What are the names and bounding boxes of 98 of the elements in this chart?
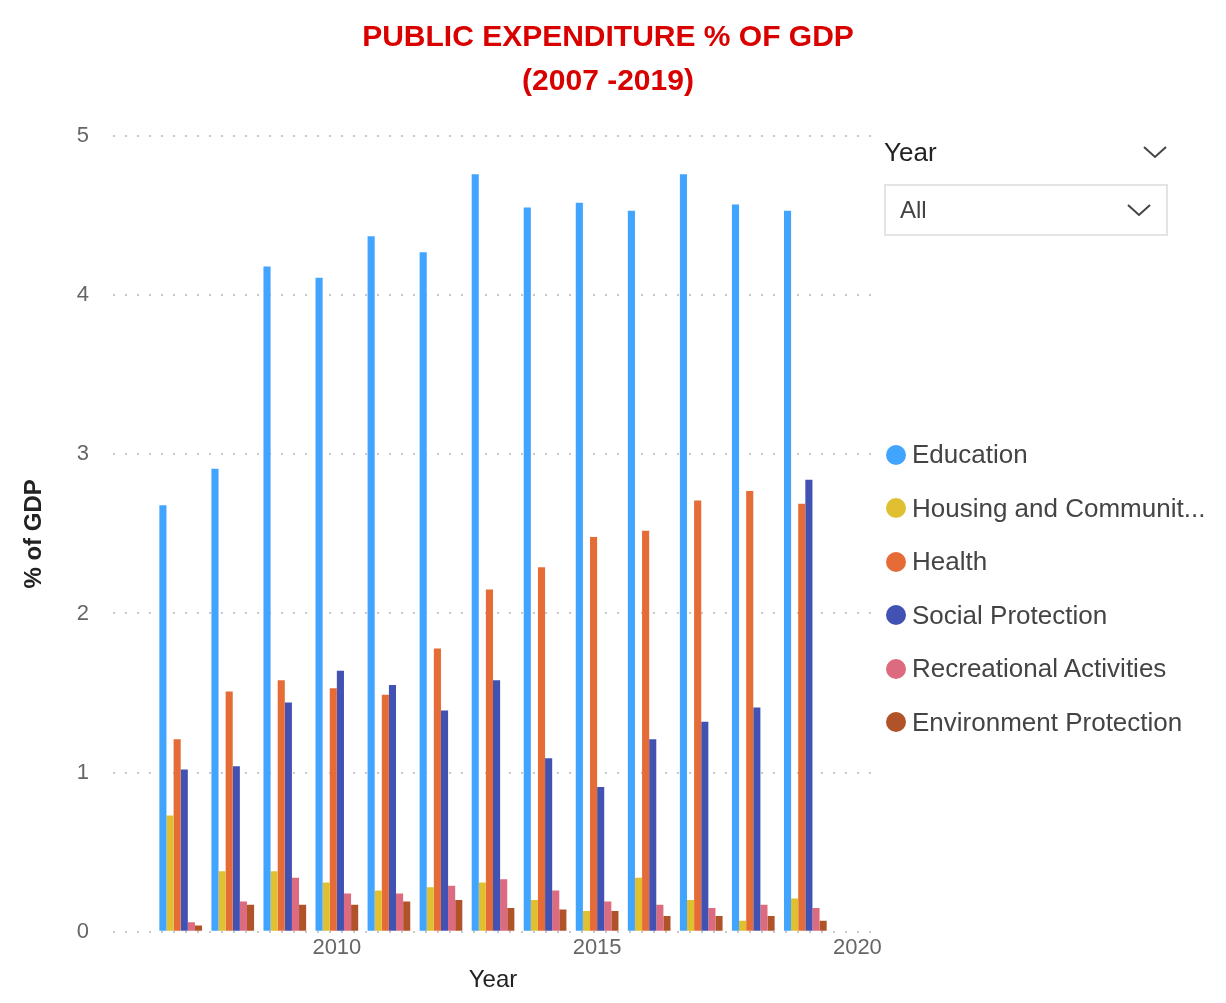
bar xyxy=(471,174,479,931)
bar xyxy=(485,589,494,931)
chart-title: PUBLIC EXPENDITURE % OF GDP (2007 -2019) xyxy=(361,18,855,98)
bar xyxy=(819,920,827,931)
y-tick-label: 1 xyxy=(76,758,90,784)
bar xyxy=(426,887,434,931)
bar xyxy=(798,503,806,931)
bar xyxy=(315,277,323,931)
bar xyxy=(760,904,768,931)
bar xyxy=(545,758,553,931)
bar xyxy=(715,915,723,931)
bar xyxy=(812,907,820,931)
bar xyxy=(805,479,813,931)
bar xyxy=(687,899,695,931)
bar xyxy=(590,537,598,931)
bar xyxy=(388,685,397,931)
bar xyxy=(367,236,375,931)
bar xyxy=(239,901,247,931)
bar xyxy=(478,882,486,931)
bar xyxy=(791,898,799,931)
bar xyxy=(575,202,583,931)
x-axis-title: Year xyxy=(468,965,518,993)
bar xyxy=(739,920,747,931)
y-tick-label: 0 xyxy=(76,917,90,943)
bar xyxy=(187,922,195,931)
legend-label: Recreational Activities xyxy=(912,653,1167,685)
bar xyxy=(173,739,181,931)
bar xyxy=(403,901,411,931)
bar xyxy=(663,915,671,931)
y-tick-label: 2 xyxy=(76,599,90,625)
x-tick-label: 2015 xyxy=(572,934,622,960)
bar xyxy=(194,925,203,931)
bar xyxy=(694,500,702,931)
bar xyxy=(530,899,538,931)
y-tick-label: 5 xyxy=(76,122,90,148)
bar xyxy=(225,691,233,931)
x-tick-label: 2020 xyxy=(832,934,882,960)
legend-label: Health xyxy=(912,546,988,578)
bar xyxy=(701,721,709,931)
bar xyxy=(374,890,382,931)
bar xyxy=(746,490,754,931)
bar xyxy=(381,694,389,931)
bar xyxy=(322,882,330,931)
bar xyxy=(455,899,463,931)
bar xyxy=(277,680,285,931)
y-axis-title: % of GDP xyxy=(19,479,47,589)
bar xyxy=(336,670,344,931)
bar xyxy=(419,252,427,931)
bar xyxy=(180,769,188,931)
bar xyxy=(656,904,664,931)
bar xyxy=(329,688,337,931)
bar xyxy=(649,739,657,931)
y-tick-label: 4 xyxy=(76,281,90,307)
bar xyxy=(634,877,643,931)
legend-label: Environment Protection xyxy=(912,706,1183,738)
bar xyxy=(270,871,278,931)
bar xyxy=(440,710,449,931)
legend-label: Social Protection xyxy=(912,599,1108,631)
bar xyxy=(284,702,292,931)
legend-label: Education xyxy=(912,439,1028,471)
x-tick-label: 2010 xyxy=(312,934,362,960)
bar xyxy=(493,680,501,931)
bar xyxy=(232,766,240,931)
bar xyxy=(604,901,612,931)
bar xyxy=(159,505,167,931)
bar xyxy=(246,904,255,931)
bar xyxy=(642,530,650,931)
bar xyxy=(582,911,591,931)
bar xyxy=(627,210,635,931)
bar xyxy=(708,907,716,931)
bar xyxy=(559,909,567,931)
bar xyxy=(537,567,546,931)
bar xyxy=(767,915,775,931)
bar xyxy=(611,911,619,931)
bar xyxy=(448,885,456,931)
bar xyxy=(166,815,174,931)
legend-label: Housing and Communit... xyxy=(912,492,1206,524)
bar xyxy=(433,648,441,931)
bar xyxy=(507,907,515,931)
bar xyxy=(291,877,300,931)
bar xyxy=(500,879,508,931)
bar xyxy=(263,266,271,931)
bar xyxy=(523,207,531,931)
bar xyxy=(351,904,359,931)
bar xyxy=(783,210,792,931)
bar xyxy=(211,468,219,931)
bar xyxy=(552,890,560,931)
bar xyxy=(753,707,761,931)
text: All xyxy=(900,196,927,224)
bar xyxy=(299,904,307,931)
bar xyxy=(343,893,352,931)
bar xyxy=(396,893,404,931)
bar xyxy=(597,786,605,931)
text: Year xyxy=(884,136,937,168)
y-tick-label: 3 xyxy=(76,440,90,466)
bar xyxy=(731,204,740,931)
bar xyxy=(679,174,687,931)
bar xyxy=(218,871,226,931)
